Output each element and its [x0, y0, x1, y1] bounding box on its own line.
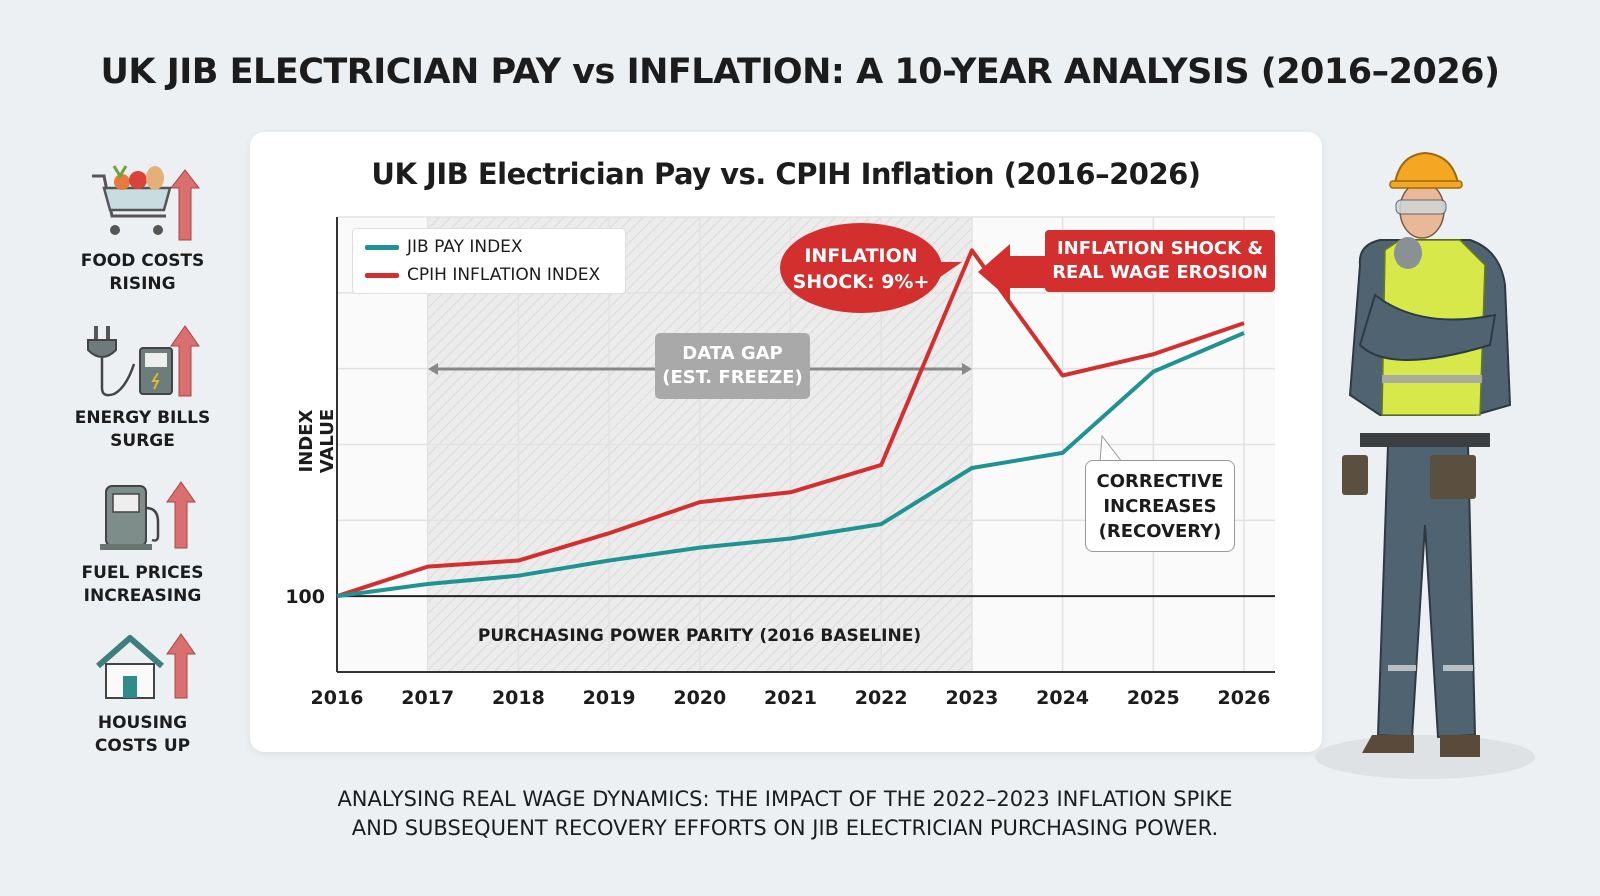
sidebar-label: FOOD COSTS RISING: [80, 251, 205, 294]
sidebar-item-energy: ENERGY BILLS SURGE: [70, 318, 215, 453]
legend-swatch: [365, 272, 399, 278]
x-tick-label: 2021: [764, 687, 817, 709]
x-tick-label: 2020: [673, 687, 727, 709]
recovery-callout: CORRECTIVE INCREASES (RECOVERY): [1085, 460, 1235, 552]
y-tick-label: 100: [285, 586, 325, 608]
banner-arrow: [978, 244, 1050, 300]
up-arrow-icon: [169, 169, 201, 241]
footer-caption: ANALYSING REAL WAGE DYNAMICS: THE IMPACT…: [337, 787, 1233, 840]
x-tick-label: 2022: [854, 687, 908, 709]
gap-arrow-right-head: [962, 363, 972, 375]
rising-arrows: [166, 169, 201, 699]
house-icon: [96, 635, 164, 699]
inflation-shock-bubble: INFLATION SHOCK: 9%+: [780, 223, 942, 313]
x-tick-label: 2024: [1036, 687, 1090, 709]
up-arrow-icon: [170, 325, 200, 397]
fuel-pump-icon: [100, 485, 160, 550]
y-axis-label: INDEX VALUE: [296, 408, 338, 474]
plug-meter-icon: [87, 326, 173, 397]
x-tick-label: 2025: [1126, 687, 1180, 709]
up-arrow-icon: [166, 481, 196, 549]
x-tick-label: 2016: [310, 687, 364, 709]
x-tick-label: 2026: [1217, 687, 1271, 709]
shopping-cart-icon: [92, 165, 172, 235]
chart-title: UK JIB Electrician Pay vs. CPIH Inflatio…: [371, 157, 1201, 191]
chart-legend: JIB PAY INDEX CPIH INFLATION INDEX: [352, 228, 626, 294]
sidebar-item-food: FOOD COSTS RISING: [70, 158, 215, 296]
callout-tail: [1099, 434, 1123, 463]
sidebar-label: FUEL PRICES INCREASING: [81, 563, 204, 606]
x-tick-label: 2018: [491, 687, 545, 709]
sidebar-label: HOUSING COSTS UP: [94, 713, 191, 756]
x-tick-label: 2017: [401, 687, 455, 709]
legend-item-jib: JIB PAY INDEX: [365, 237, 523, 257]
sidebar-item-fuel: FUEL PRICES INCREASING: [70, 478, 215, 608]
electrician-illustration: [1315, 151, 1535, 779]
sidebar-label: ENERGY BILLS SURGE: [74, 408, 211, 451]
sidebar-item-housing: HOUSING COSTS UP: [70, 628, 215, 758]
real-wage-erosion-banner: INFLATION SHOCK & REAL WAGE EROSION: [1045, 230, 1275, 292]
legend-swatch: [365, 244, 399, 250]
gap-arrow-left-head: [428, 363, 438, 375]
legend-label: CPIH INFLATION INDEX: [407, 265, 601, 285]
x-tick-label: 2019: [582, 687, 636, 709]
data-gap-label: DATA GAP (EST. FREEZE): [655, 333, 810, 399]
up-arrow-icon: [166, 633, 196, 699]
legend-item-cpih: CPIH INFLATION INDEX: [365, 265, 600, 285]
baseline-label: PURCHASING POWER PARITY (2016 BASELINE): [477, 626, 922, 646]
legend-label: JIB PAY INDEX: [407, 237, 523, 257]
page-title: UK JIB ELECTRICIAN PAY vs INFLATION: A 1…: [100, 52, 1500, 92]
x-tick-label: 2023: [945, 687, 999, 709]
